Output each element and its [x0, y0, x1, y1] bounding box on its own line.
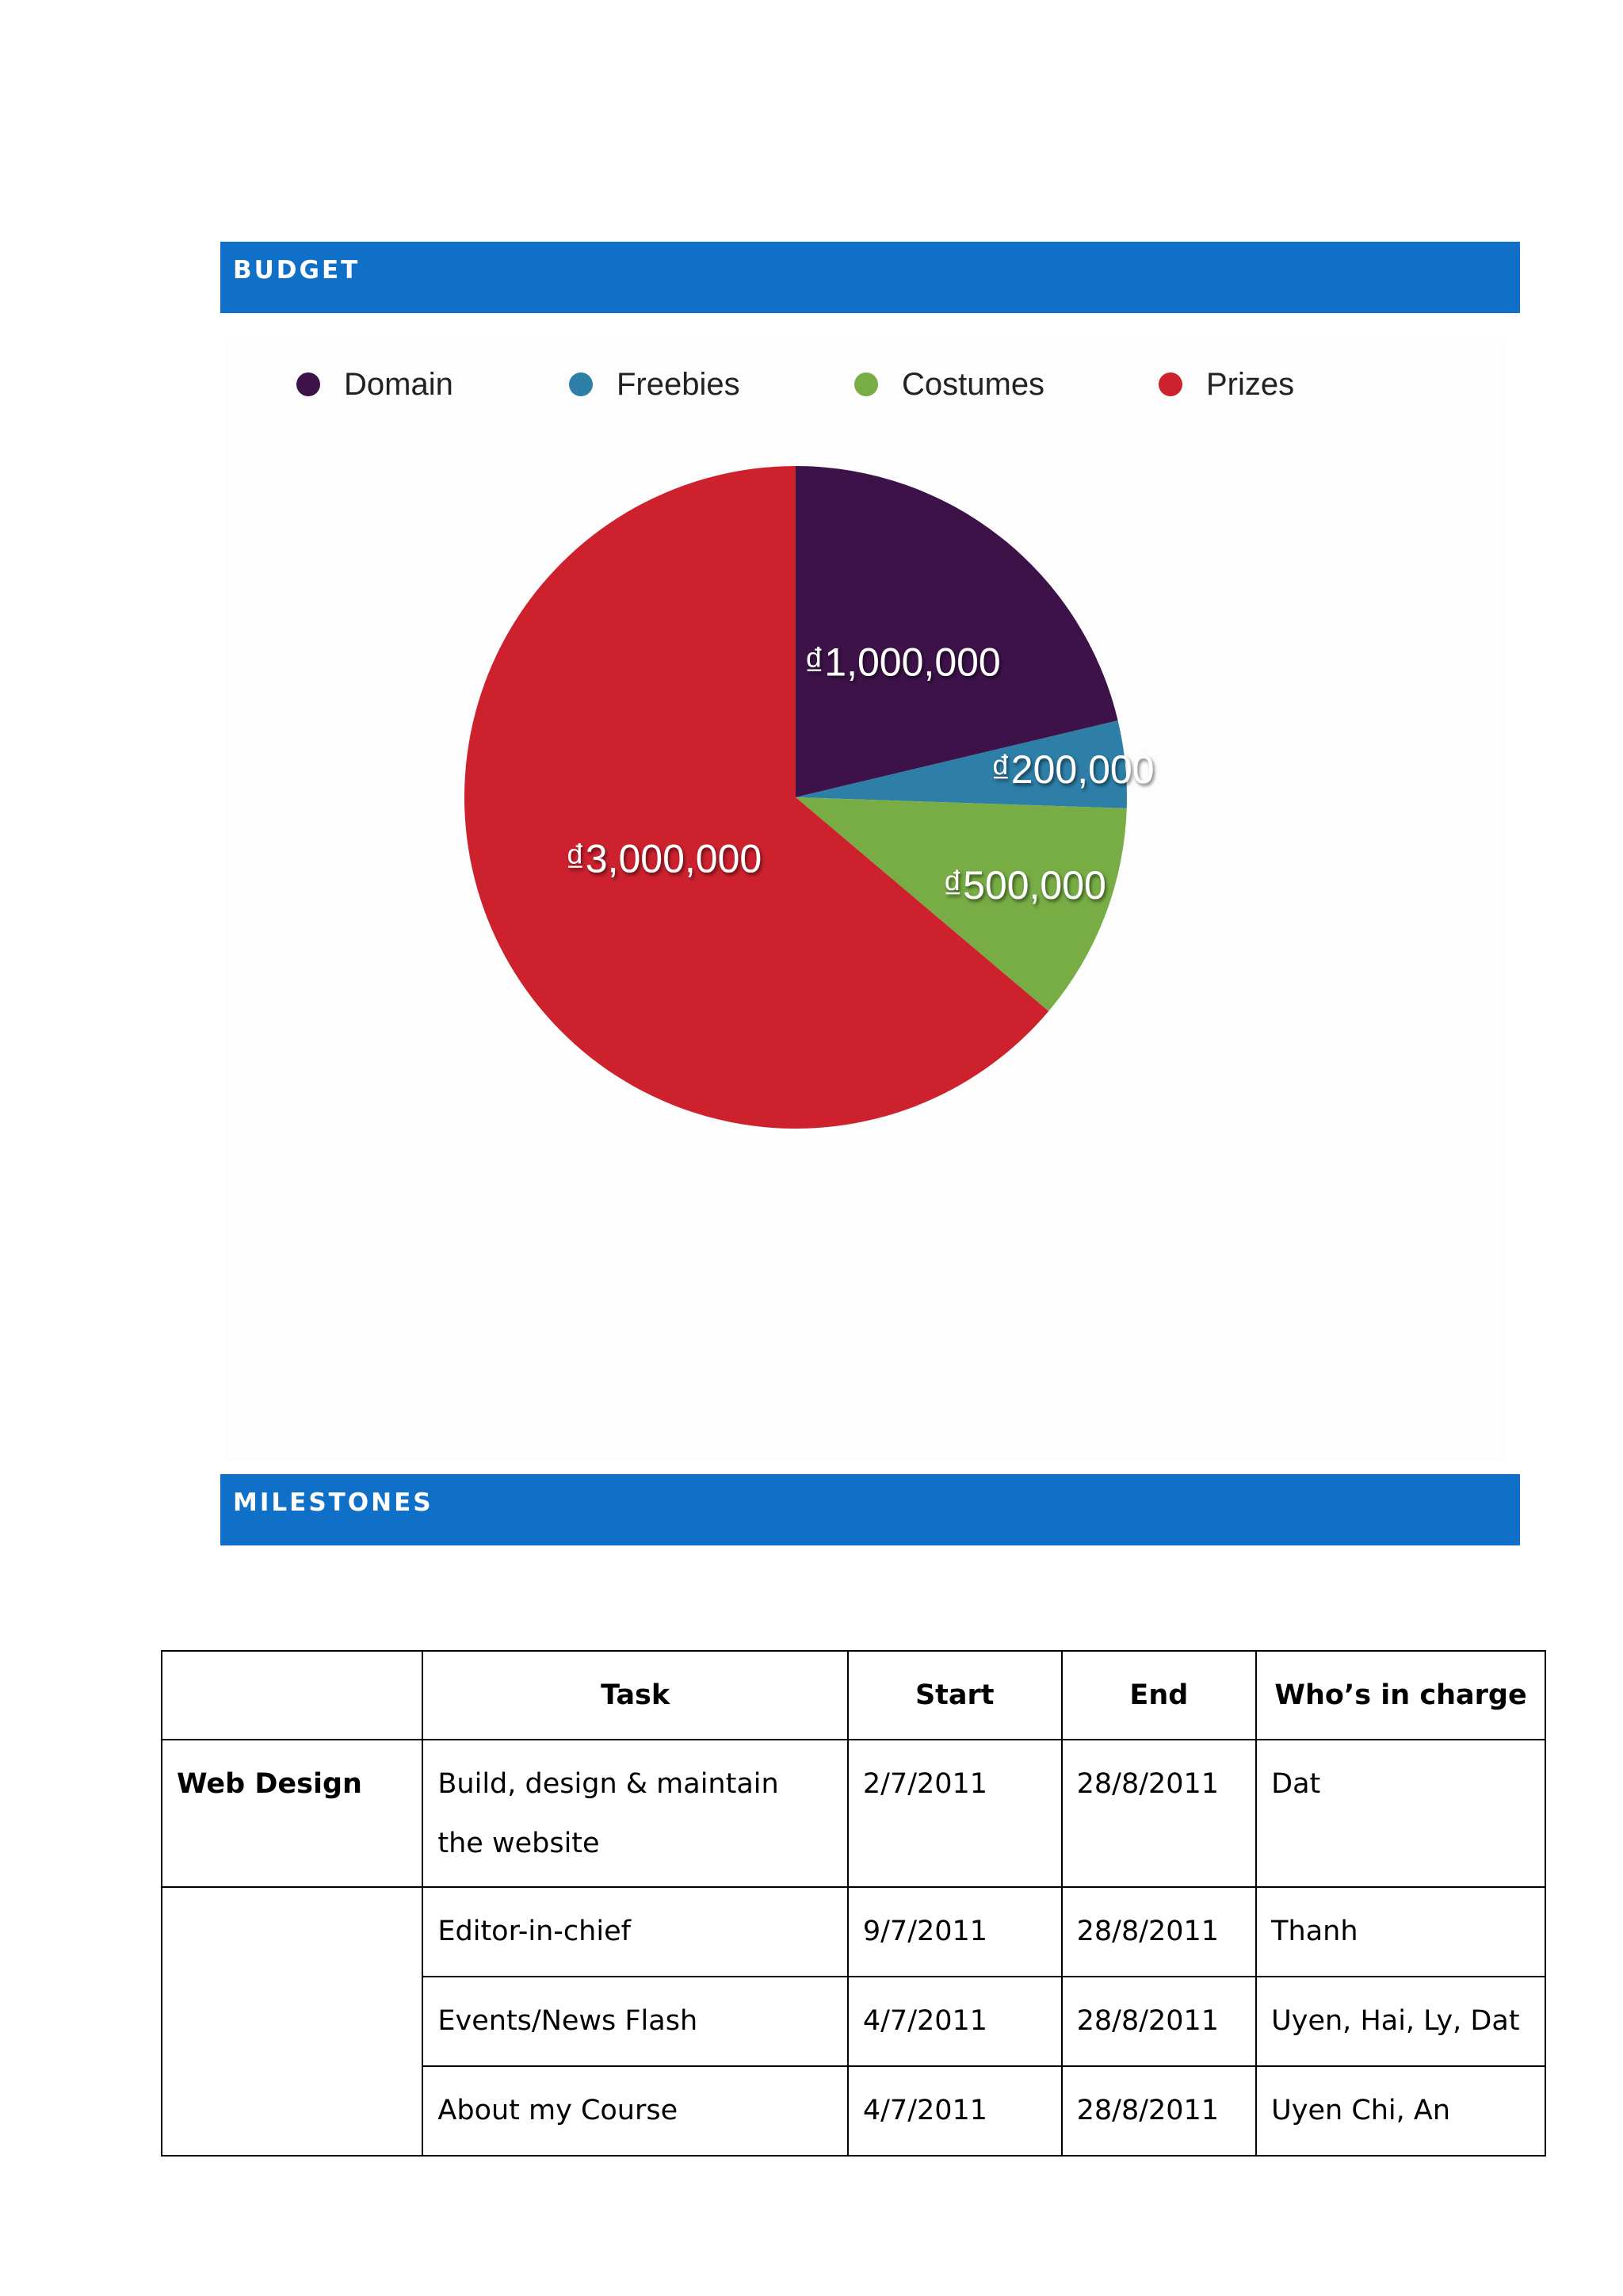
legend-label-freebies: Freebies	[617, 366, 740, 402]
pie-slice-costumes	[796, 797, 1127, 1011]
pie-label-domain: ₫1,000,000	[804, 640, 1001, 684]
table-cell-start: 9/7/2011	[846, 1886, 1063, 1977]
header-end: End	[1060, 1650, 1258, 1740]
pie-slice-prizes	[464, 466, 1049, 1129]
milestones-section-header: MILESTONES	[220, 1474, 1520, 1545]
header-who: Who’s in charge	[1255, 1650, 1546, 1740]
table-cell-who: Thanh	[1255, 1886, 1546, 1977]
table-header-row: Task Start End Who’s in charge	[160, 1650, 1546, 1740]
table-cell-end: 28/8/2011	[1060, 1739, 1258, 1888]
pie-label-freebies: ₫200,000	[991, 747, 1154, 792]
legend-swatch-costumes	[854, 372, 878, 396]
table-row: Web Design Build, design & maintain the …	[160, 1739, 1546, 1888]
milestones-section-title: MILESTONES	[233, 1488, 433, 1517]
table-cell-task: Events/News Flash	[422, 1976, 849, 2067]
pie-slice-freebies	[796, 720, 1127, 808]
table-cell-start: 4/7/2011	[846, 1976, 1063, 2067]
table-cell-who: Uyen Chi, An	[1255, 2065, 1546, 2157]
legend-label-prizes: Prizes	[1206, 366, 1295, 402]
table-row: Editor-in-chief 9/7/2011 28/8/2011 Thanh	[160, 1886, 1546, 2157]
header-phase	[160, 1650, 424, 1740]
budget-section-header: BUDGET	[220, 242, 1520, 313]
pie-label-prizes: ₫3,000,000	[565, 836, 762, 881]
table-cell-start: 2/7/2011	[846, 1739, 1063, 1888]
legend-swatch-prizes	[1159, 372, 1182, 396]
legend-label-costumes: Costumes	[902, 366, 1045, 402]
pie-label-costumes: ₫500,000	[942, 863, 1106, 907]
milestones-table: Task Start End Who’s in charge Web Desig…	[160, 1650, 1546, 2157]
legend-swatch-freebies	[569, 372, 593, 396]
legend-label-domain: Domain	[344, 366, 453, 402]
table-cell-task: Build, design & maintain the website	[422, 1739, 849, 1888]
table-cell-end: 28/8/2011	[1060, 1976, 1258, 2067]
legend-item-prizes: Prizes	[1159, 361, 1294, 408]
table-row: Events/News Flash 4/7/2011 28/8/2011 Uye…	[162, 1976, 1546, 2067]
header-start: Start	[846, 1650, 1063, 1740]
table-cell-phase	[160, 1886, 424, 2157]
table-row: About my Course 4/7/2011 28/8/2011 Uyen …	[162, 2065, 1546, 2157]
table-cell-who: Uyen, Hai, Ly, Dat	[1255, 1976, 1546, 2067]
table-cell-end: 28/8/2011	[1060, 1886, 1258, 1977]
header-task: Task	[422, 1650, 849, 1740]
table-cell-task: Editor-in-chief	[422, 1886, 849, 1977]
legend-item-domain: Domain	[296, 361, 453, 408]
legend-item-costumes: Costumes	[854, 361, 1044, 408]
table-cell-task: About my Course	[422, 2065, 849, 2157]
pie-slice-domain	[796, 466, 1118, 797]
budget-section-title: BUDGET	[233, 256, 361, 285]
table-cell-end: 28/8/2011	[1060, 2065, 1258, 2157]
chart-legend: Domain Freebies Costumes Prizes	[0, 361, 1623, 408]
budget-pie-chart: ₫1,000,000 ₫200,000 ₫500,000 ₫3,000,000	[464, 466, 1155, 1129]
legend-swatch-domain	[296, 372, 320, 396]
legend-item-freebies: Freebies	[569, 361, 740, 408]
table-cell-start: 4/7/2011	[846, 2065, 1063, 2157]
table-cell-who: Dat	[1255, 1739, 1546, 1888]
table-cell-phase: Web Design	[160, 1739, 424, 1888]
